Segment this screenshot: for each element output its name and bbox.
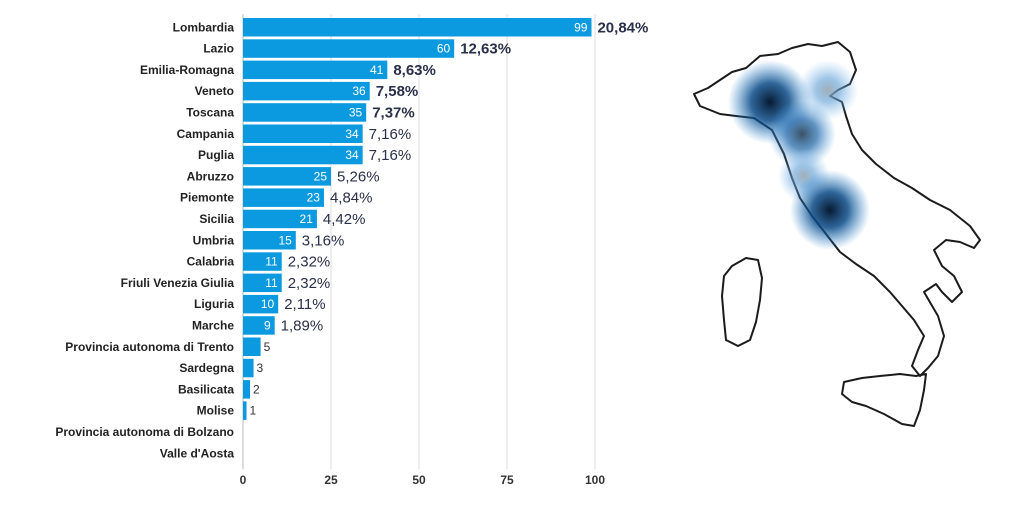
category-label: Calabria	[187, 255, 235, 269]
category-label: Abruzzo	[187, 169, 234, 183]
category-label: Provincia autonoma di Trento	[65, 340, 234, 354]
category-label: Marche	[192, 318, 234, 332]
category-label: Puglia	[198, 148, 234, 162]
category-label: Molise	[197, 404, 235, 418]
bar-value-label: 60	[437, 42, 451, 56]
x-tick-label: 100	[585, 473, 605, 487]
bar	[243, 39, 455, 58]
category-label: Toscana	[186, 105, 234, 119]
bar	[243, 81, 370, 101]
bar	[243, 188, 324, 207]
category-label: Campania	[177, 127, 235, 141]
bar	[243, 273, 282, 293]
bar-value-label: 99	[574, 20, 588, 34]
bar-chart: Lombardia 99 20,84% Lazio 60 12,63% Emilia-Rom…	[55, 14, 648, 487]
bar	[243, 60, 388, 80]
bar	[243, 380, 251, 399]
percentage-label: 7,58%	[376, 83, 419, 100]
percentage-label: 5,26%	[337, 168, 380, 185]
category-label: Veneto	[195, 84, 234, 98]
bar	[243, 18, 592, 37]
bar-value-label: 9	[264, 318, 271, 332]
percentage-label: 8,63%	[393, 62, 436, 79]
bar-value-label: 41	[370, 63, 384, 77]
bar-value-label: 2	[253, 382, 260, 396]
bar	[243, 103, 367, 122]
percentage-label: 2,11%	[284, 296, 325, 313]
percentage-label: 2,32%	[288, 254, 331, 271]
x-tick-label: 25	[324, 473, 338, 487]
bar-value-label: 21	[300, 212, 314, 226]
category-label: Liguria	[194, 297, 234, 311]
bar	[243, 316, 275, 335]
x-tick-label: 75	[500, 473, 514, 487]
category-label: Basilicata	[178, 382, 234, 396]
italy-heatmap	[693, 41, 981, 427]
bar-value-label: 10	[261, 297, 275, 311]
percentage-label: 20,84%	[597, 19, 648, 36]
heat-spots	[728, 60, 870, 250]
bar-value-label: 25	[314, 169, 328, 183]
bar	[243, 294, 279, 314]
bar-value-label: 11	[265, 276, 278, 290]
category-label: Valle d'Aosta	[160, 446, 235, 460]
bar	[243, 231, 296, 250]
bar	[243, 124, 363, 143]
percentage-label: 4,84%	[330, 190, 373, 207]
bar-value-label: 5	[264, 340, 271, 354]
category-label: Provincia autonoma di Bolzano	[55, 425, 234, 439]
category-label: Umbria	[193, 233, 235, 247]
bar	[243, 145, 363, 165]
percentage-label: 12,63%	[460, 41, 511, 58]
category-label: Friuli Venezia Giulia	[121, 276, 235, 290]
percentage-label: 7,16%	[369, 126, 412, 143]
percentage-label: 2,32%	[288, 275, 331, 292]
bar-value-label: 34	[345, 148, 359, 162]
x-tick-label: 0	[240, 473, 247, 487]
x-tick-label: 50	[412, 473, 426, 487]
bar-value-label: 36	[352, 84, 366, 98]
category-label: Piemonte	[180, 191, 234, 205]
percentage-label: 1,89%	[281, 317, 324, 334]
bar-value-label: 15	[278, 233, 292, 247]
category-label: Sardegna	[179, 361, 234, 375]
bar-value-label: 35	[349, 105, 363, 119]
bar-value-label: 23	[307, 191, 321, 205]
bar-value-label: 34	[345, 127, 359, 141]
percentage-label: 7,37%	[372, 104, 415, 121]
bar-value-label: 1	[250, 404, 257, 418]
category-label: Emilia-Romagna	[140, 63, 234, 77]
percentage-label: 3,16%	[302, 232, 345, 249]
bar	[243, 358, 254, 378]
bar	[243, 337, 261, 356]
category-label: Lazio	[203, 42, 234, 56]
percentage-label: 4,42%	[323, 211, 366, 228]
bar	[243, 401, 247, 420]
bar	[243, 252, 282, 271]
category-label: Lombardia	[173, 20, 235, 34]
bar	[243, 209, 317, 229]
bar-value-label: 11	[265, 255, 278, 269]
category-label: Sicilia	[199, 212, 234, 226]
percentage-label: 7,16%	[369, 147, 412, 164]
bar	[243, 167, 331, 186]
bar-value-label: 3	[257, 361, 264, 375]
